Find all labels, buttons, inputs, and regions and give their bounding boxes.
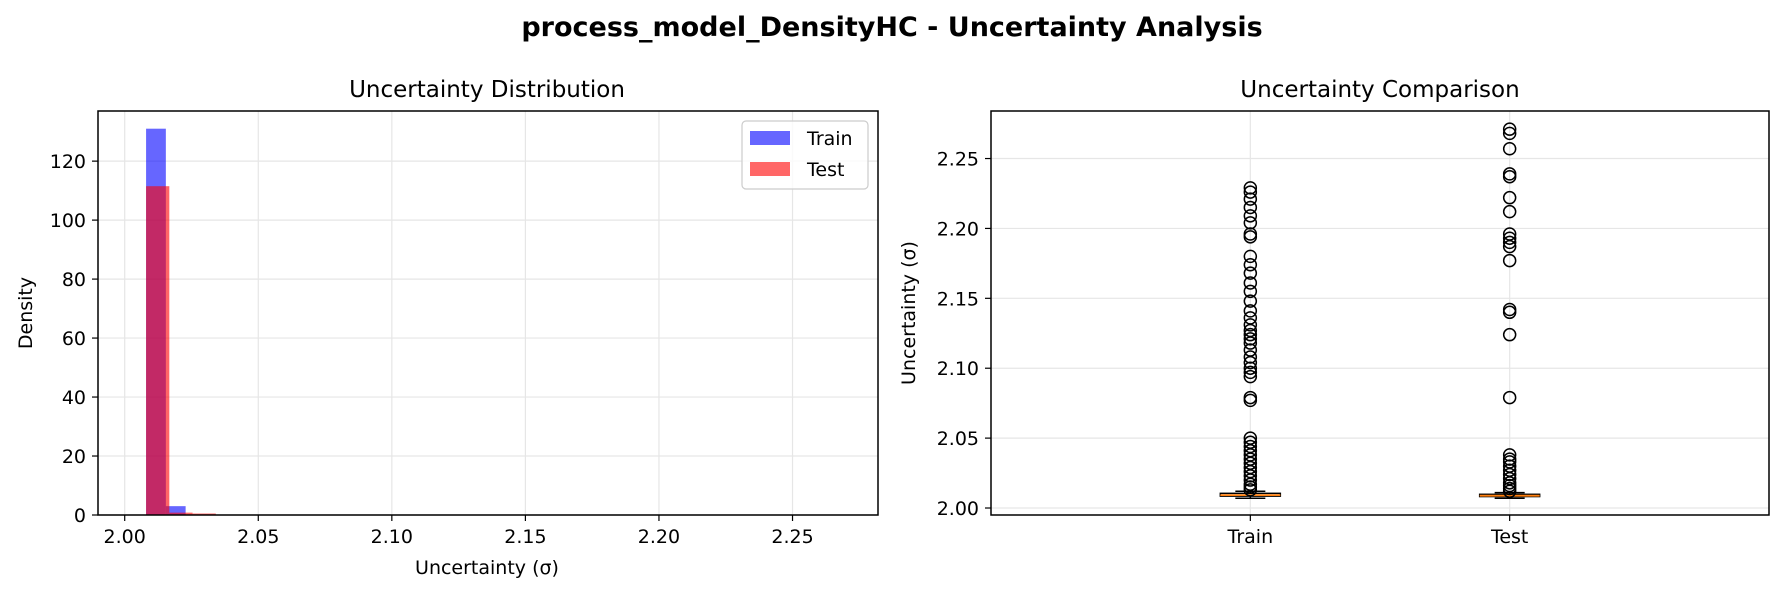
boxplot-boxes bbox=[1219, 122, 1541, 499]
boxplot-axes-frame bbox=[990, 110, 1770, 516]
box-outlier-point bbox=[1502, 231, 1517, 245]
histogram-bars bbox=[146, 128, 216, 516]
box-outlier-point bbox=[1502, 327, 1517, 342]
box-outlier-point bbox=[1502, 204, 1517, 219]
box-outlier-point bbox=[1243, 258, 1258, 272]
histogram-xtick-label: 2.05 bbox=[237, 526, 279, 548]
box-outlier-point bbox=[1502, 390, 1517, 405]
box-outlier-point bbox=[1243, 185, 1258, 199]
histogram-panel: Uncertainty Distribution 2.00 2.05 2.10 2.1… bbox=[15, 77, 879, 579]
box-outlier-point bbox=[1502, 141, 1517, 156]
histogram-xtick-label: 2.15 bbox=[504, 526, 546, 548]
histogram-legend: Train Test bbox=[741, 120, 869, 190]
box-test bbox=[1478, 122, 1541, 499]
box-outlier-point bbox=[1243, 304, 1258, 318]
box-outlier-point bbox=[1243, 473, 1258, 487]
box-outlier-point bbox=[1243, 294, 1258, 308]
box-outlier-point bbox=[1502, 190, 1517, 205]
histogram-bar-train bbox=[165, 506, 186, 515]
box-outlier-point bbox=[1243, 284, 1258, 299]
box-outlier-point bbox=[1502, 239, 1517, 254]
box-outlier-point bbox=[1502, 235, 1517, 250]
box-outlier-point bbox=[1243, 200, 1258, 215]
box-outlier-point bbox=[1502, 484, 1517, 498]
box-outlier-point bbox=[1243, 350, 1258, 364]
histogram-axes-frame bbox=[97, 110, 879, 516]
histogram-ytick-label: 120 bbox=[50, 151, 86, 173]
box-outlier-point bbox=[1243, 327, 1258, 342]
box-outlier-point bbox=[1243, 483, 1258, 497]
box-outlier-point bbox=[1243, 249, 1258, 264]
boxplot-xtick-label: Test bbox=[1490, 526, 1528, 548]
histogram-ytick-label: 80 bbox=[62, 269, 86, 291]
box-outlier-point bbox=[1243, 181, 1258, 195]
legend-label-train: Train bbox=[806, 128, 853, 150]
histogram-xtick-label: 2.25 bbox=[771, 526, 813, 548]
box-outlier-point bbox=[1243, 266, 1258, 280]
box-outlier-point bbox=[1502, 122, 1517, 136]
box-outlier-point bbox=[1502, 305, 1517, 320]
box-outlier-point bbox=[1243, 216, 1258, 230]
histogram-bar-test bbox=[169, 512, 193, 515]
boxplot-ytick-label: 2.25 bbox=[937, 149, 979, 171]
box-outlier-point bbox=[1243, 318, 1258, 332]
boxplot-ytick-label: 2.15 bbox=[937, 288, 979, 310]
histogram-ticks: 2.00 2.05 2.10 2.15 2.20 2.25 0 20 40 60 80 100 120 bbox=[50, 151, 814, 548]
histogram-bar-test bbox=[146, 186, 170, 515]
box-outlier-point bbox=[1243, 336, 1258, 350]
boxplot-panel: Uncertainty Comparison 2.002.052.102.152… bbox=[898, 77, 1770, 548]
box-outlier-point bbox=[1502, 253, 1517, 268]
box-outlier-point bbox=[1243, 469, 1258, 483]
histogram-ytick-label: 60 bbox=[62, 328, 86, 350]
legend-label-test: Test bbox=[806, 159, 844, 181]
boxplot-ytick-label: 2.20 bbox=[937, 218, 979, 240]
histogram-ytick-label: 100 bbox=[50, 210, 86, 232]
histogram-ytick-label: 40 bbox=[62, 387, 86, 409]
figure-suptitle: process_model_DensityHC - Uncertainty An… bbox=[521, 12, 1262, 43]
boxplot-ytick-label: 2.05 bbox=[937, 428, 979, 450]
histogram-ytick-label: 0 bbox=[74, 505, 86, 527]
histogram-xtick-label: 2.20 bbox=[638, 526, 680, 548]
boxplot-ticks: 2.00 2.05 2.10 2.15 2.20 2.25 Train Test bbox=[937, 149, 1529, 548]
box-train bbox=[1219, 181, 1282, 499]
legend-swatch-train bbox=[750, 131, 790, 145]
boxplot-title: Uncertainty Comparison bbox=[1240, 77, 1519, 103]
histogram-xlabel: Uncertainty (σ) bbox=[415, 557, 559, 579]
legend-swatch-test bbox=[750, 162, 790, 176]
histogram-title: Uncertainty Distribution bbox=[349, 77, 625, 103]
histogram-xtick-label: 2.10 bbox=[371, 526, 413, 548]
box-outlier-point bbox=[1243, 361, 1258, 375]
box-outlier-point bbox=[1502, 169, 1517, 184]
box-outlier-point bbox=[1502, 467, 1517, 482]
histogram-xtick-label: 2.00 bbox=[104, 526, 146, 548]
boxplot-ytick-label: 2.00 bbox=[937, 498, 979, 520]
boxplot-xtick-label: Train bbox=[1227, 526, 1274, 548]
histogram-ylabel: Density bbox=[15, 277, 37, 349]
box-outlier-point bbox=[1502, 448, 1517, 462]
histogram-ytick-label: 20 bbox=[62, 446, 86, 468]
box-outlier-point bbox=[1243, 369, 1258, 384]
box-outlier-point bbox=[1502, 126, 1517, 141]
box-outlier-point bbox=[1243, 393, 1258, 408]
box-outlier-point bbox=[1243, 332, 1258, 346]
boxplot-ylabel: Uncertainty (σ) bbox=[898, 241, 920, 385]
box-outlier-point bbox=[1243, 209, 1258, 223]
box-outlier-point bbox=[1243, 365, 1258, 380]
box-outlier-point bbox=[1243, 355, 1258, 370]
boxplot-grid bbox=[991, 111, 1769, 515]
box-outlier-point bbox=[1243, 230, 1258, 244]
box-outlier-point bbox=[1243, 276, 1258, 290]
boxplot-ytick-label: 2.10 bbox=[937, 358, 979, 380]
box-outlier-point bbox=[1243, 192, 1258, 206]
